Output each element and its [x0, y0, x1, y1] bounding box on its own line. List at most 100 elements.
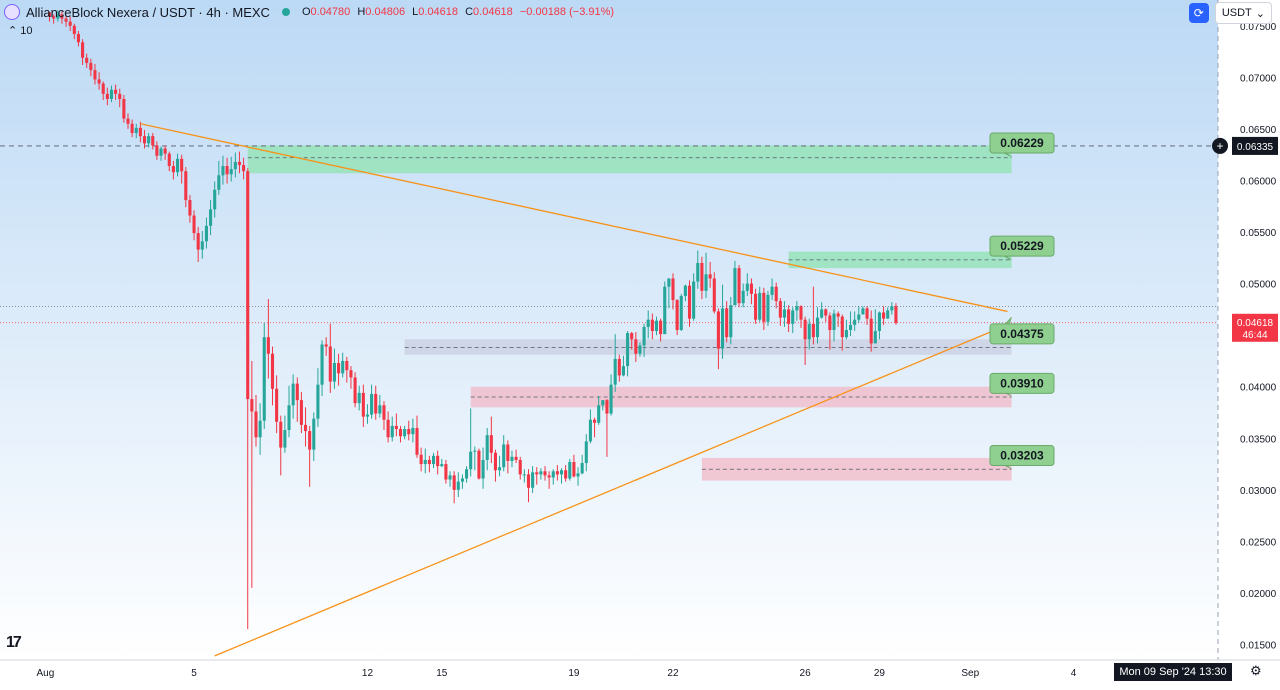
candle-down: [869, 318, 873, 344]
chart-settings-button[interactable]: ⟳: [1188, 3, 1209, 23]
candle-up: [287, 405, 291, 431]
candle-up: [460, 478, 464, 482]
candle-down: [828, 315, 832, 330]
candle-up: [877, 312, 881, 332]
candle-down: [634, 339, 638, 354]
high-value: 0.04806: [365, 6, 406, 18]
candle-down: [138, 127, 142, 137]
candle-up: [332, 363, 336, 382]
gear-icon[interactable]: ⚙: [1250, 663, 1262, 678]
candle-up: [584, 441, 588, 464]
candle-down: [97, 79, 101, 84]
x-tick-label: 5: [191, 668, 197, 679]
symbol-title[interactable]: AllianceBlock Nexera / USDT · 4h · MEXC: [26, 4, 270, 20]
low-value: 0.04618: [418, 6, 459, 18]
candle-down: [266, 337, 270, 354]
chart-header: AllianceBlock Nexera / USDT · 4h · MEXC …: [0, 0, 614, 24]
candle-up: [692, 281, 696, 319]
candle-down: [105, 93, 109, 99]
candle-up: [200, 241, 204, 250]
current-price-badge: [1232, 313, 1278, 342]
candle-down: [700, 262, 704, 291]
y-tick-label: 0.06000: [1240, 176, 1277, 187]
low-label: L: [412, 6, 419, 18]
tradingview-logo[interactable]: 17: [6, 634, 22, 651]
candle-up: [613, 358, 617, 385]
candle-up: [820, 309, 824, 318]
candle-down: [188, 200, 192, 216]
candle-down: [308, 431, 312, 450]
candle-up: [370, 393, 374, 415]
candle-up: [316, 384, 320, 419]
candle-up: [510, 456, 514, 461]
x-tick-label: 12: [362, 668, 374, 679]
candle-down: [353, 377, 357, 404]
candle-up: [857, 314, 861, 320]
candle-up: [848, 324, 853, 330]
y-tick-label: 0.03000: [1240, 486, 1277, 497]
candle-down: [398, 429, 403, 437]
candle-down: [506, 444, 510, 461]
candle-up: [601, 400, 605, 406]
y-tick-label: 0.02000: [1240, 589, 1277, 600]
candle-down: [382, 405, 386, 420]
candle-down: [444, 464, 448, 480]
add-alert-icon: [1212, 137, 1228, 154]
candle-down: [167, 153, 171, 167]
candle-up: [782, 309, 787, 318]
symbol-logo-icon: [4, 4, 20, 20]
candle-down: [650, 319, 654, 332]
candle-down: [894, 306, 898, 323]
refresh-icon: ⟳: [1193, 6, 1204, 20]
candle-up: [770, 286, 774, 295]
x-tick-label: Sep: [961, 668, 979, 679]
candle-up: [423, 459, 427, 465]
candle-down: [572, 462, 576, 477]
candle-up: [217, 175, 221, 190]
candle-down: [155, 145, 159, 156]
candle-up: [609, 384, 613, 414]
candle-down: [386, 419, 390, 438]
candle-down: [85, 57, 89, 63]
candle-down: [122, 99, 126, 119]
candle-up: [741, 290, 745, 304]
indicator-count[interactable]: ⌃ 10: [8, 25, 33, 37]
candle-down: [803, 319, 807, 340]
candle-up: [469, 451, 473, 470]
candle-up: [551, 471, 555, 478]
chevron-down-icon: ⌄: [1255, 7, 1265, 20]
close-label: C: [465, 6, 474, 18]
candle-up: [502, 444, 506, 468]
candle-down: [324, 344, 328, 347]
candle-up: [807, 323, 811, 340]
candle-down: [762, 292, 766, 322]
candle-down: [72, 25, 76, 35]
trendline: [140, 123, 1008, 313]
currency-value: USDT: [1221, 7, 1252, 19]
x-tick-label: Aug: [37, 668, 55, 679]
candle-up: [758, 292, 762, 320]
candle-up: [411, 427, 415, 435]
candle-down: [518, 459, 522, 475]
candle-up: [766, 294, 770, 322]
candle-down: [547, 475, 551, 478]
zone-pink: [470, 386, 1012, 408]
candle-down: [349, 370, 353, 378]
candle-down: [345, 360, 349, 371]
zone-gray: [404, 339, 1012, 355]
candle-down: [605, 400, 609, 414]
candle-down: [407, 429, 411, 435]
candle-up: [320, 344, 324, 385]
candle-down: [811, 323, 815, 338]
candle-up: [733, 268, 737, 306]
candle-up: [853, 319, 857, 325]
ohlc-readout: O0.04780 H0.04806 L0.04618 C0.04618 −0.0…: [302, 6, 614, 18]
currency-select[interactable]: USDT ⌄: [1214, 2, 1272, 24]
candle-up: [638, 345, 642, 354]
candle-down: [630, 333, 634, 340]
candle-up: [448, 475, 452, 480]
candle-down: [415, 427, 419, 455]
candle-up: [531, 472, 535, 488]
